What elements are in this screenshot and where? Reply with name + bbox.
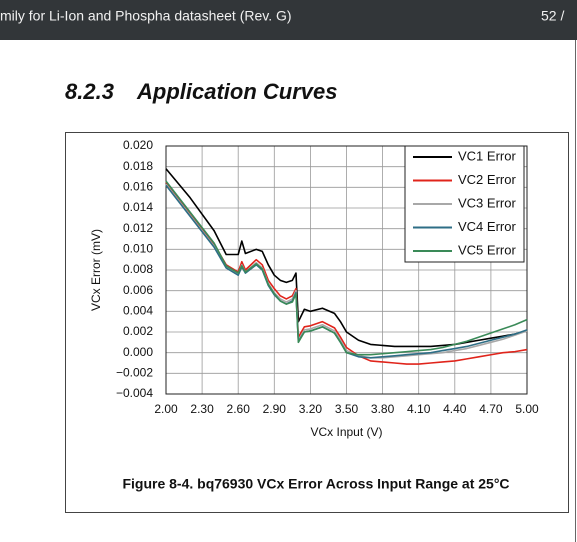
y-tick-label: 0.020 xyxy=(123,138,153,152)
x-tick-label: 2.60 xyxy=(227,402,251,416)
figure-caption: Figure 8-4. bq76930 VCx Error Across Inp… xyxy=(122,476,509,492)
y-tick-label: 0.004 xyxy=(123,304,153,318)
y-tick-label: 0.002 xyxy=(123,324,153,338)
page-number[interactable]: 52 / xyxy=(541,8,564,24)
x-tick-label: 5.00 xyxy=(515,402,539,416)
legend-label: VC4 Error xyxy=(458,219,516,234)
toolbar xyxy=(0,0,577,40)
section-number: 8.2.3 xyxy=(65,79,114,104)
y-tick-label: 0.000 xyxy=(123,345,153,359)
x-tick-label: 4.10 xyxy=(407,402,431,416)
x-tick-label: 4.40 xyxy=(443,402,467,416)
x-tick-label: 4.70 xyxy=(479,402,503,416)
figure-box xyxy=(65,132,569,513)
y-tick-label: 0.014 xyxy=(123,200,153,214)
x-axis-label: VCx Input (V) xyxy=(310,425,382,439)
legend-label: VC2 Error xyxy=(458,172,516,187)
y-tick-label: 0.012 xyxy=(123,221,153,235)
y-tick-label: −0.004 xyxy=(116,386,153,400)
y-tick-label: 0.008 xyxy=(123,262,153,276)
x-tick-label: 2.00 xyxy=(154,402,178,416)
x-tick-label: 2.90 xyxy=(263,402,287,416)
legend-label: VC3 Error xyxy=(458,195,516,210)
legend-label: VC1 Error xyxy=(458,148,516,163)
y-tick-label: 0.018 xyxy=(123,159,153,173)
x-tick-label: 2.30 xyxy=(190,402,214,416)
x-tick-label: 3.20 xyxy=(299,402,323,416)
x-tick-label: 3.80 xyxy=(371,402,395,416)
y-tick-label: 0.010 xyxy=(123,242,153,256)
y-axis-label: VCx Error (mV) xyxy=(89,229,103,311)
doc-title: mily for Li-Ion and Phospha datasheet (R… xyxy=(0,8,292,24)
y-tick-label: 0.006 xyxy=(123,283,153,297)
y-tick-label: 0.016 xyxy=(123,180,153,194)
legend-label: VC5 Error xyxy=(458,242,516,257)
plot-frame xyxy=(165,145,528,395)
series-line xyxy=(165,181,528,365)
plot: −0.004 −0.002 0.000 0.002 0.004 0.006 0.008 0.0… xyxy=(89,138,539,439)
x-tick-label: 3.50 xyxy=(335,402,359,416)
y-tick-label: −0.002 xyxy=(116,366,153,380)
series-line xyxy=(165,180,528,356)
section-title: Application Curves xyxy=(136,79,337,104)
